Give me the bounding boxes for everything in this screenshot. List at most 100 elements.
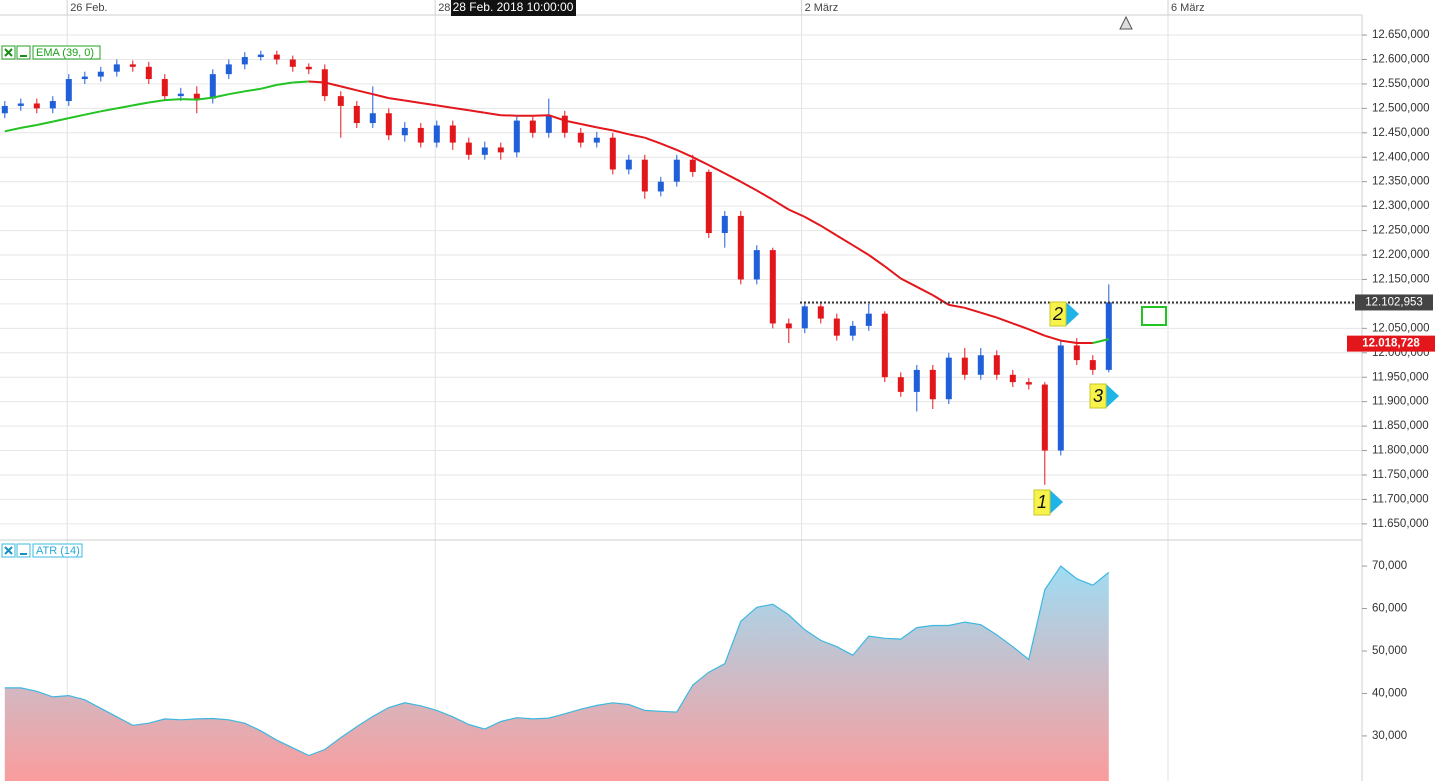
ema-line — [644, 136, 662, 145]
ema-line — [740, 180, 758, 192]
candle-body — [161, 79, 168, 97]
ema-line — [212, 93, 230, 99]
ema-value-label: 12.018,728 — [1362, 338, 1420, 350]
candle-body — [145, 66, 152, 80]
atr-area — [4, 566, 1109, 781]
ema-line — [180, 98, 197, 101]
y-tick-label: 12.400,000 — [1372, 151, 1430, 163]
candle-body — [225, 64, 232, 75]
ema-line — [676, 148, 694, 159]
ema-line — [596, 126, 613, 132]
atr-legend-box[interactable] — [32, 543, 83, 558]
candle-body — [721, 215, 728, 234]
close-icon-x — [4, 48, 13, 57]
ema-line — [468, 109, 485, 114]
ema-line — [708, 164, 726, 175]
axis-labels: 26 Feb. 28 2 März 6 März 12.650,000 12.600,00… — [70, 2, 1435, 742]
y-tick-label: 12.650,000 — [1372, 29, 1430, 41]
minimize-icon[interactable] — [16, 45, 31, 60]
ema-line — [980, 311, 998, 319]
ema-legend-box[interactable] — [32, 45, 101, 60]
y-tick-label: 12.450,000 — [1372, 127, 1430, 139]
annotation-box[interactable] — [1089, 383, 1107, 409]
annotation-box[interactable] — [1049, 301, 1067, 327]
target-box[interactable] — [1141, 306, 1167, 326]
y-tick-label: 11.800,000 — [1372, 445, 1429, 457]
annotation-box[interactable] — [1033, 489, 1051, 516]
candle-body — [433, 125, 440, 143]
candle-body — [65, 79, 72, 102]
ema-line — [724, 172, 742, 183]
ema-line — [804, 216, 822, 227]
y-tick-label: 12.050,000 — [1372, 322, 1430, 334]
candle-body — [1009, 374, 1016, 383]
candle-body — [753, 250, 760, 280]
atr-pane — [4, 565, 1110, 781]
candle-body — [817, 306, 824, 319]
ema-line — [452, 106, 469, 112]
ema-line — [900, 277, 918, 288]
candle-body — [1073, 345, 1080, 361]
crosshair-label: 28 Feb. 2018 10:00:00 — [453, 0, 574, 14]
ema-line — [4, 126, 22, 133]
ema-line — [772, 198, 790, 211]
candle-body — [545, 115, 552, 133]
ema-line — [820, 224, 838, 237]
scroll-up-icon[interactable] — [1119, 15, 1133, 30]
atr-legend: ATR (14) — [36, 545, 80, 557]
y-tick-label: 11.700,000 — [1372, 493, 1429, 505]
candle-body — [977, 355, 984, 375]
candle-body — [337, 96, 344, 106]
ema-line — [340, 85, 358, 92]
candle-body — [961, 357, 968, 375]
candle-body — [289, 59, 296, 67]
ema-line — [324, 81, 342, 88]
y-tick-label: 11.650,000 — [1372, 518, 1429, 530]
ema-line — [1028, 328, 1046, 337]
candle-body — [1, 105, 8, 114]
candle-body — [177, 93, 184, 97]
candle-body — [305, 66, 312, 70]
candle-body — [689, 159, 696, 172]
y2-tick-label: 30,000 — [1372, 730, 1407, 742]
candle-body — [993, 355, 1000, 375]
ema-line — [692, 156, 710, 166]
ema-line — [884, 265, 902, 280]
ema-line — [564, 119, 582, 125]
ema-line — [836, 234, 854, 247]
ema-line — [68, 113, 86, 120]
candle-body — [801, 306, 808, 329]
ema-line — [868, 254, 886, 268]
y-tick-label: 12.350,000 — [1372, 176, 1430, 188]
candle-body — [449, 125, 456, 143]
ema-line — [852, 244, 870, 256]
x-tick-label: 28 — [438, 2, 450, 14]
ema-line — [36, 120, 54, 126]
candle-body — [1041, 384, 1048, 451]
candle-body — [833, 318, 840, 336]
ema-line — [580, 123, 598, 129]
candle-body — [881, 313, 888, 378]
candle-body — [1025, 382, 1032, 385]
ema-line — [1044, 334, 1062, 342]
candle-body — [785, 323, 792, 329]
y-tick-label: 12.250,000 — [1372, 225, 1430, 237]
y-tick-label: 12.550,000 — [1372, 78, 1430, 90]
y-tick-label: 12.150,000 — [1372, 273, 1430, 285]
candle-body — [577, 132, 584, 143]
candle-body — [401, 127, 408, 136]
candle-body — [97, 71, 104, 77]
candle-body — [913, 369, 920, 392]
minimize-icon[interactable] — [16, 543, 31, 558]
ema-line — [932, 294, 950, 306]
x-tick-label: 6 März — [1171, 2, 1205, 14]
y2-tick-label: 60,000 — [1372, 603, 1407, 615]
ema-line — [660, 142, 678, 151]
last-price-label: 12.102,953 — [1365, 296, 1423, 308]
candle-body — [257, 54, 264, 58]
candle-body — [769, 250, 776, 324]
candles — [1, 50, 1355, 485]
last-price-box — [1355, 294, 1433, 311]
candle-body — [193, 93, 200, 99]
crosshair-label-box — [451, 0, 576, 16]
